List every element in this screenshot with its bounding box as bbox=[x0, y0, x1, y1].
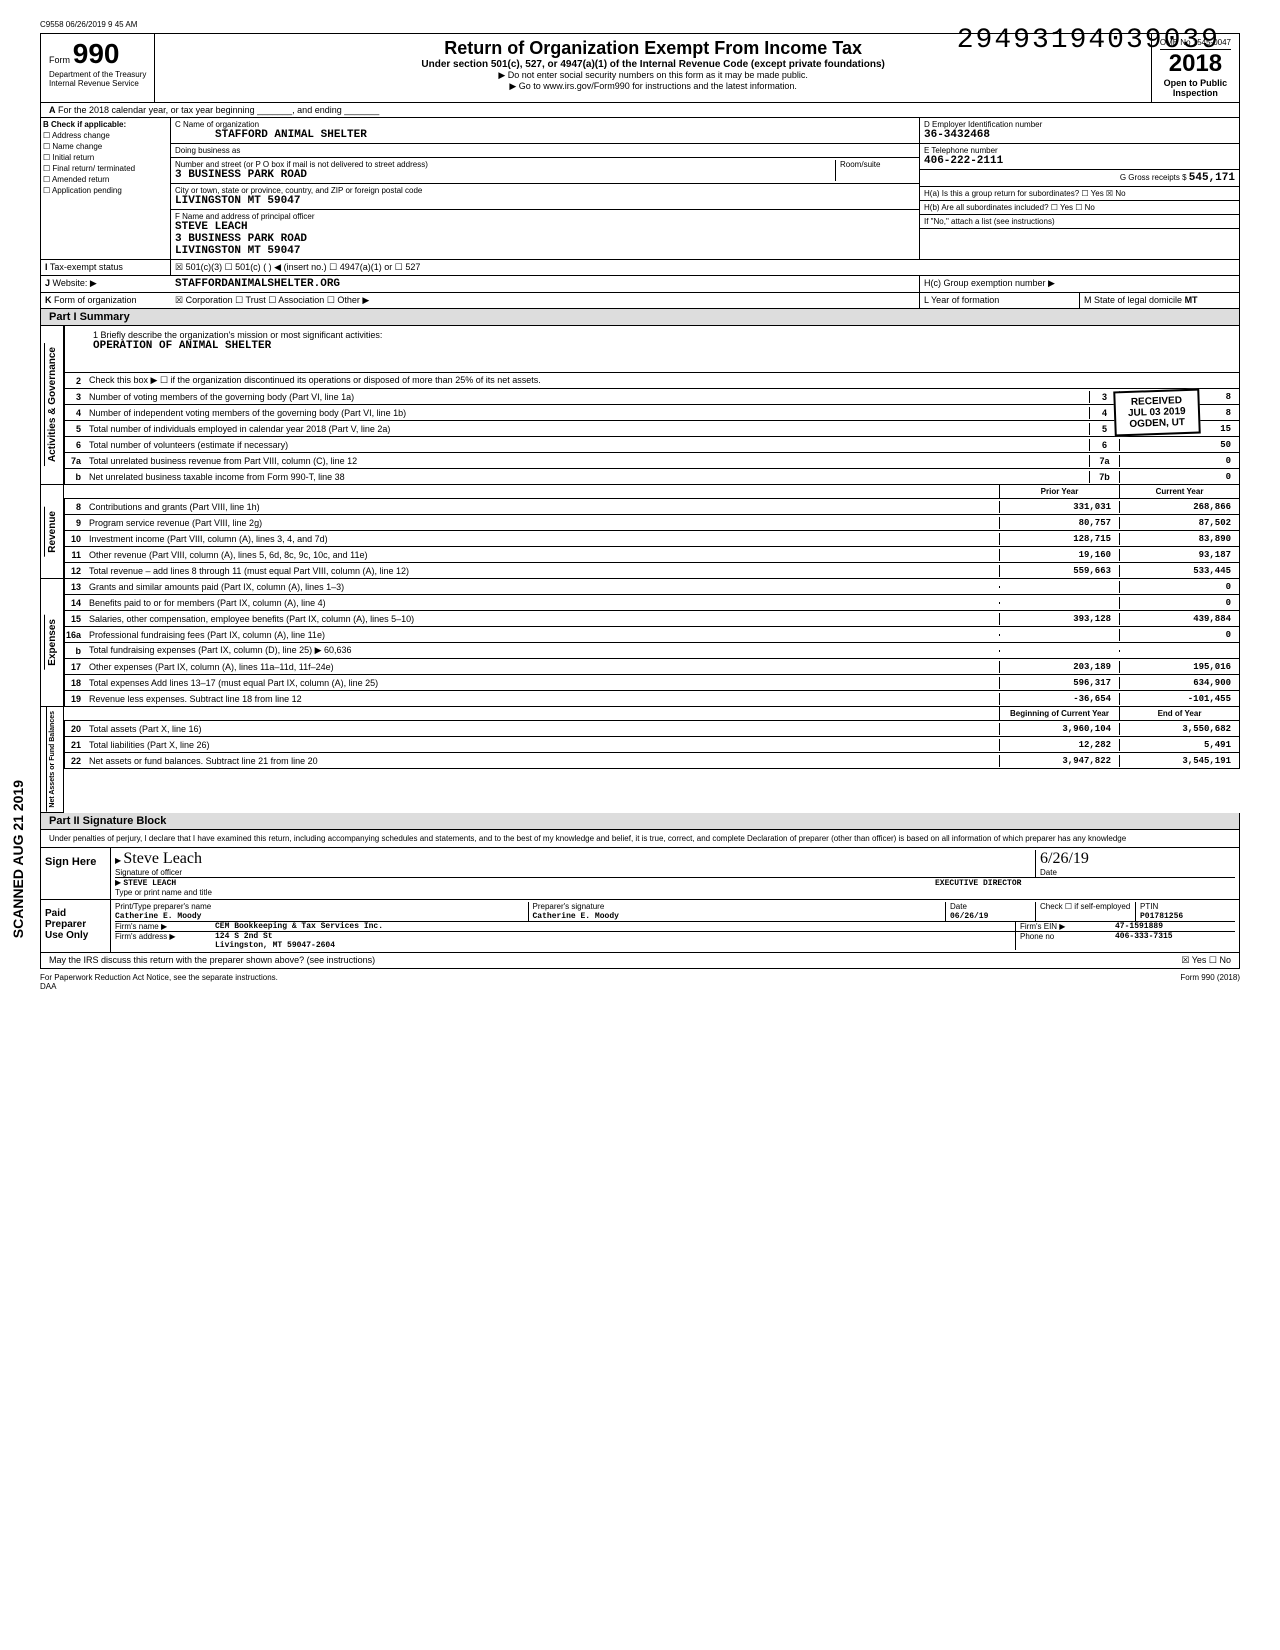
instruction-1: ▶ Do not enter social security numbers o… bbox=[159, 70, 1146, 81]
calendar-year-text: For the 2018 calendar year, or tax year … bbox=[58, 105, 379, 115]
table-row: 14Benefits paid to or for members (Part … bbox=[64, 595, 1240, 611]
side-activities: Activities & Governance bbox=[44, 343, 60, 466]
inspection: Inspection bbox=[1160, 88, 1231, 98]
table-row: 17Other expenses (Part IX, column (A), l… bbox=[64, 659, 1240, 675]
hc-note: If "No," attach a list (see instructions… bbox=[920, 215, 1239, 229]
line-7a-val: 0 bbox=[1119, 455, 1239, 467]
org-address: 3 BUSINESS PARK ROAD bbox=[175, 169, 835, 181]
perjury-text: Under penalties of perjury, I declare th… bbox=[41, 830, 1239, 847]
line-6-box: 6 bbox=[1089, 439, 1119, 451]
table-row: 10Investment income (Part VIII, column (… bbox=[64, 531, 1240, 547]
cb-initial-return[interactable]: ☐ Initial return bbox=[43, 153, 168, 162]
table-row: bTotal fundraising expenses (Part IX, co… bbox=[64, 643, 1240, 659]
org-name: STAFFORD ANIMAL SHELTER bbox=[175, 129, 915, 141]
side-revenue: Revenue bbox=[44, 507, 60, 557]
cb-address-change[interactable]: ☐ Address change bbox=[43, 131, 168, 140]
received-stamp: RECEIVED JUL 03 2019 OGDEN, UT bbox=[1114, 389, 1201, 437]
form-org-row: K Form of organization ☒ Corporation ☐ T… bbox=[40, 293, 1240, 309]
table-row: 18Total expenses Add lines 13–17 (must e… bbox=[64, 675, 1240, 691]
line-4-text: Number of independent voting members of … bbox=[85, 407, 1089, 419]
city-label: City or town, state or province, country… bbox=[175, 186, 422, 195]
check-header: B Check if applicable: bbox=[43, 120, 168, 129]
begin-year-header: Beginning of Current Year bbox=[999, 707, 1119, 720]
table-row: 12Total revenue – add lines 8 through 11… bbox=[64, 563, 1240, 579]
ha-label: H(a) Is this a group return for subordin… bbox=[924, 189, 1079, 198]
year-formation: L Year of formation bbox=[919, 293, 1079, 308]
gross-label: G Gross receipts $ bbox=[1120, 173, 1187, 182]
sign-here-label: Sign Here bbox=[41, 848, 111, 899]
table-row: 11Other revenue (Part VIII, column (A), … bbox=[64, 547, 1240, 563]
prior-year-header: Prior Year bbox=[999, 485, 1119, 498]
line-6-text: Total number of volunteers (estimate if … bbox=[85, 439, 1089, 451]
ein-value: 36-3432468 bbox=[924, 129, 1235, 141]
dept-irs: Internal Revenue Service bbox=[49, 79, 146, 88]
gross-value: 545,171 bbox=[1189, 172, 1235, 184]
table-row: 13Grants and similar amounts paid (Part … bbox=[64, 579, 1240, 595]
table-row: 8Contributions and grants (Part VIII, li… bbox=[64, 499, 1240, 515]
line-6-val: 50 bbox=[1119, 439, 1239, 451]
line-5-text: Total number of individuals employed in … bbox=[85, 423, 1089, 435]
table-row: 19Revenue less expenses. Subtract line 1… bbox=[64, 691, 1240, 707]
cb-application[interactable]: ☐ Application pending bbox=[43, 186, 168, 195]
scanned-stamp: SCANNED AUG 21 2019 bbox=[10, 780, 26, 938]
cb-amended[interactable]: ☐ Amended return bbox=[43, 175, 168, 184]
phone-label: E Telephone number bbox=[924, 146, 998, 155]
dept-treasury: Department of the Treasury bbox=[49, 70, 146, 79]
form-label: Form bbox=[49, 55, 70, 65]
table-row: 22Net assets or fund balances. Subtract … bbox=[64, 753, 1240, 769]
line-7a-text: Total unrelated business revenue from Pa… bbox=[85, 455, 1089, 467]
dba-label: Doing business as bbox=[171, 144, 919, 158]
website-value: STAFFORDANIMALSHELTER.ORG bbox=[171, 276, 919, 292]
form-ref: Form 990 (2018) bbox=[1180, 973, 1240, 991]
part1-header: Part I Summary bbox=[40, 309, 1240, 326]
side-expenses: Expenses bbox=[44, 615, 60, 670]
end-year-header: End of Year bbox=[1119, 707, 1239, 720]
tax-status-row: I Tax-exempt status ☒ 501(c)(3) ☐ 501(c)… bbox=[40, 260, 1240, 276]
hc-group: H(c) Group exemption number ▶ bbox=[919, 276, 1239, 292]
line-7b-text: Net unrelated business taxable income fr… bbox=[85, 471, 1089, 483]
subtitle: Under section 501(c), 527, or 4947(a)(1)… bbox=[159, 59, 1146, 70]
table-row: 15Salaries, other compensation, employee… bbox=[64, 611, 1240, 627]
form-number: 990 bbox=[73, 38, 120, 69]
row-a: A For the 2018 calendar year, or tax yea… bbox=[40, 103, 1240, 118]
table-row: 9Program service revenue (Part VIII, lin… bbox=[64, 515, 1240, 531]
hb-label: H(b) Are all subordinates included? bbox=[924, 203, 1049, 212]
paid-preparer-label: Paid Preparer Use Only bbox=[41, 900, 111, 952]
mission-text: OPERATION OF ANIMAL SHELTER bbox=[93, 340, 1231, 352]
org-city: LIVINGSTON MT 59047 bbox=[175, 195, 915, 207]
instruction-2: ▶ Go to www.irs.gov/Form990 for instruct… bbox=[159, 81, 1146, 92]
cb-name-change[interactable]: ☐ Name change bbox=[43, 142, 168, 151]
side-net: Net Assets or Fund Balances bbox=[46, 707, 58, 812]
ein-label: D Employer Identification number bbox=[924, 120, 1042, 129]
open-public: Open to Public bbox=[1160, 78, 1231, 88]
current-year-header: Current Year bbox=[1119, 485, 1239, 498]
org-name-label: C Name of organization bbox=[175, 120, 259, 129]
line-7b-box: 7b bbox=[1089, 471, 1119, 483]
stamp-number: 29493194039039 bbox=[957, 25, 1220, 56]
officer-name: STEVE LEACH bbox=[175, 221, 915, 233]
officer-city: LIVINGSTON MT 59047 bbox=[175, 245, 915, 257]
discuss-text: May the IRS discuss this return with the… bbox=[49, 955, 1181, 966]
paperwork-notice: For Paperwork Reduction Act Notice, see … bbox=[40, 973, 278, 982]
addr-label: Number and street (or P O box if mail is… bbox=[175, 160, 428, 169]
table-row: 20Total assets (Part X, line 16)3,960,10… bbox=[64, 721, 1240, 737]
line-7b-val: 0 bbox=[1119, 471, 1239, 483]
part2-header: Part II Signature Block bbox=[40, 813, 1240, 830]
officer-label: F Name and address of principal officer bbox=[175, 212, 314, 221]
line-7a-box: 7a bbox=[1089, 455, 1119, 467]
cb-final-return[interactable]: ☐ Final return/ terminated bbox=[43, 164, 168, 173]
table-row: 16aProfessional fundraising fees (Part I… bbox=[64, 627, 1240, 643]
officer-addr: 3 BUSINESS PARK ROAD bbox=[175, 233, 915, 245]
line-3-text: Number of voting members of the governin… bbox=[85, 391, 1089, 403]
mission-label: 1 Briefly describe the organization's mi… bbox=[93, 330, 1231, 340]
room-label: Room/suite bbox=[835, 160, 915, 181]
website-row: J Website: ▶ STAFFORDANIMALSHELTER.ORG H… bbox=[40, 276, 1240, 293]
org-info-section: B Check if applicable: ☐ Address change … bbox=[40, 118, 1240, 260]
table-row: 21Total liabilities (Part X, line 26)12,… bbox=[64, 737, 1240, 753]
line-2: Check this box ▶ ☐ if the organization d… bbox=[85, 374, 1239, 387]
phone-value: 406-222-2111 bbox=[924, 155, 1235, 167]
